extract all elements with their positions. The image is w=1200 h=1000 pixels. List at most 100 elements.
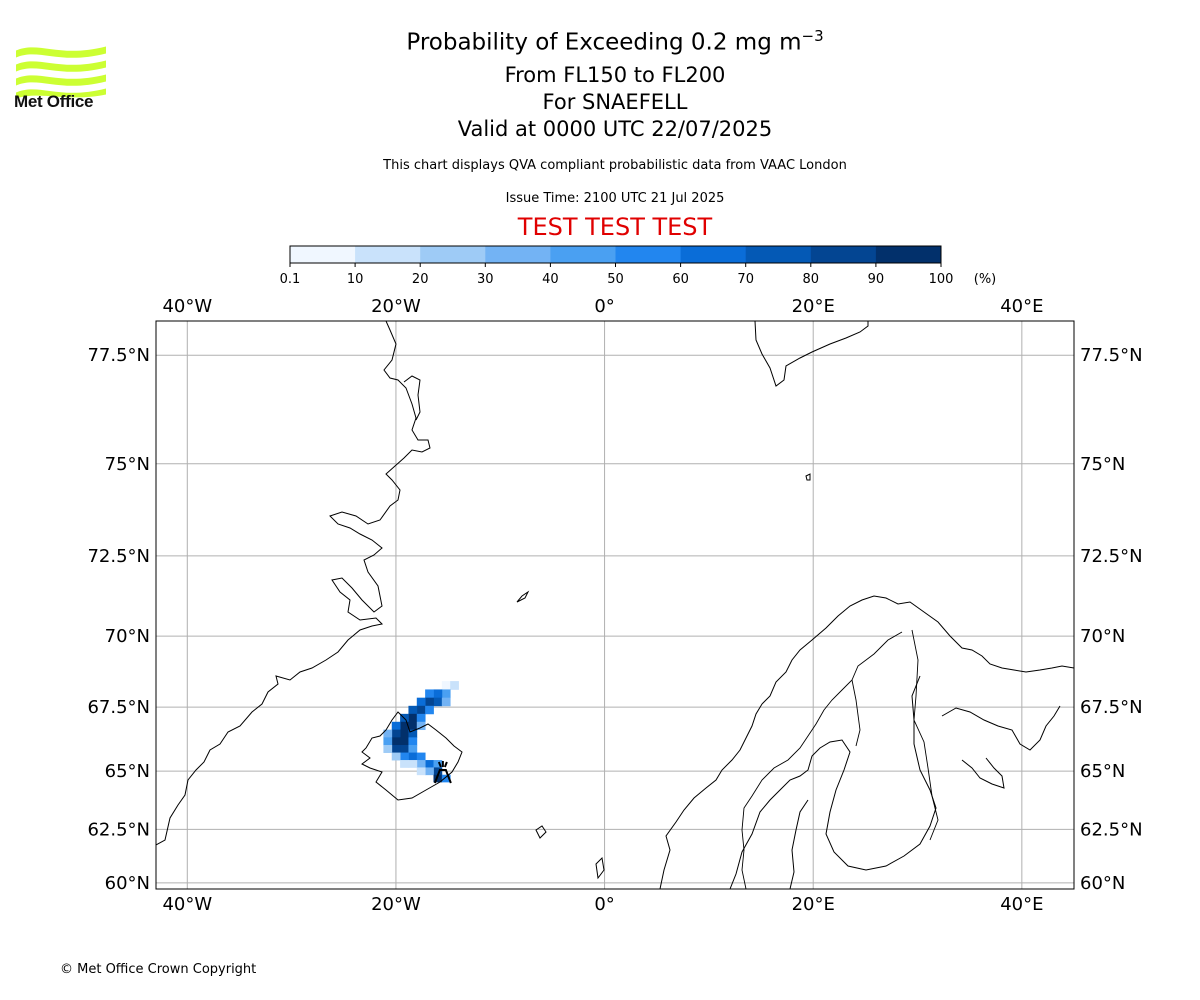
lat-label-right: 62.5°N: [1080, 819, 1143, 840]
probability-cell: [425, 760, 434, 768]
lat-label-right: 67.5°N: [1080, 697, 1143, 718]
lon-label-bottom: 40°W: [162, 894, 212, 915]
probability-cell: [441, 681, 451, 690]
volcano-icon: [433, 760, 452, 784]
chart-title-text: Probability of Exceeding 0.2 mg m: [406, 29, 802, 56]
chart-title: Probability of Exceeding 0.2 mg m−3: [0, 27, 1200, 56]
probability-cell: [416, 767, 426, 776]
probability-cell: [400, 745, 409, 753]
lat-label-left: 60°N: [105, 873, 150, 894]
graticule: [156, 321, 1074, 889]
colorbar-tick-label: 50: [607, 272, 624, 287]
probability-cell: [383, 745, 393, 753]
colorbar-tick-label: 60: [672, 272, 689, 287]
probability-cell: [400, 729, 409, 738]
probability-cell: [400, 760, 409, 768]
coastline-greenland-fjord: [403, 375, 421, 421]
border-finland-russia: [911, 629, 939, 841]
probability-cell: [425, 689, 434, 699]
coastline-kola: [961, 757, 1005, 789]
probability-cell: [425, 697, 434, 707]
colorbar-tick-label: 0.1: [280, 272, 301, 287]
lat-label-left: 62.5°N: [87, 819, 150, 840]
colorbar-bin: [745, 246, 812, 263]
lon-label-top: 20°E: [792, 296, 835, 317]
probability-cell: [408, 752, 418, 761]
colorbar-tick-label: 10: [347, 272, 364, 287]
colorbar-bin: [680, 246, 747, 263]
border-sweden-finland: [851, 679, 861, 747]
volcano-marker: [433, 760, 452, 784]
volcano-name: For SNAEFELL: [542, 90, 688, 114]
probability-cell: [391, 721, 401, 731]
colorbar-tick-label: 30: [477, 272, 494, 287]
lat-label-left: 72.5°N: [87, 546, 150, 567]
coastline-greenland: [156, 321, 431, 846]
colorbar-bin: [355, 246, 421, 263]
probability-cell: [408, 760, 418, 768]
met-office-waves-icon: [16, 46, 106, 99]
lat-label-left: 77.5°N: [87, 345, 150, 366]
probability-cell: [416, 713, 426, 723]
coastline-jan-mayen: [516, 590, 530, 603]
probability-cell: [408, 721, 418, 731]
colorbar-tick-label: 40: [542, 272, 559, 287]
probability-cell: [416, 705, 426, 715]
probability-cell: [400, 737, 409, 746]
probability-cell: [416, 697, 426, 707]
lat-label-right: 70°N: [1080, 626, 1125, 647]
probability-cell: [441, 774, 451, 783]
coastline-baltic: [789, 799, 809, 889]
probability-cell: [408, 729, 418, 738]
colorbar-bin: [485, 246, 551, 263]
logo-text: Met Office: [14, 92, 94, 111]
probability-cell: [408, 705, 418, 715]
axis-labels: 40°W 40°W 20°W 20°W 0° 0° 20°E 20°E 40°E 40°E 77.5…: [87, 296, 1142, 915]
lon-label-bottom: 20°E: [792, 894, 835, 915]
coastlines: [156, 321, 1074, 889]
probability-cell: [433, 697, 443, 707]
colorbar-bin: [420, 246, 486, 263]
map: 40°W 40°W 20°W 20°W 0° 0° 20°E 20°E 40°E 40°E 77.5…: [87, 296, 1142, 915]
lat-label-right: 60°N: [1080, 873, 1125, 894]
colorbar-tick-label: 100: [929, 272, 954, 287]
probability-cell: [441, 697, 451, 707]
colorbar-tick-label: 80: [803, 272, 820, 287]
colorbar-bin: [290, 246, 356, 263]
lon-label-top: 20°W: [371, 296, 421, 317]
probability-cell: [383, 729, 393, 738]
coastline-scandinavia: [659, 595, 1074, 889]
lon-label-top: 0°: [594, 296, 614, 317]
valid-time: Valid at 0000 UTC 22/07/2025: [457, 117, 773, 141]
probability-cell: [391, 737, 401, 746]
lon-label-bottom: 20°W: [371, 894, 421, 915]
lon-label-top: 40°W: [162, 296, 212, 317]
map-frame: [155, 320, 1075, 890]
coastline-svalbard: [754, 321, 869, 387]
probability-cell: [408, 745, 418, 753]
colorbar-bin: [810, 246, 877, 263]
lat-label-left: 67.5°N: [87, 697, 150, 718]
coastline-bear-island: [805, 473, 811, 481]
probability-cell: [450, 681, 459, 690]
chart-title-superscript: −3: [801, 27, 824, 45]
coastline-faroes: [535, 825, 547, 839]
colorbar: 0.1 10 20 30 40 50 60 70 80 90 100 (%): [280, 245, 996, 287]
probability-cell: [416, 721, 426, 731]
met-office-logo: [16, 46, 106, 99]
probability-cell: [433, 689, 443, 699]
probability-cell: [433, 760, 443, 768]
probability-cell: [391, 729, 401, 738]
probability-cell: [400, 721, 409, 731]
probability-cell: [408, 737, 418, 746]
probability-cell: [408, 713, 418, 723]
lat-label-left: 65°N: [105, 761, 150, 782]
colorbar-bin: [615, 246, 682, 263]
probability-cell: [383, 737, 393, 746]
probability-cell: [425, 705, 434, 715]
lat-label-left: 75°N: [105, 454, 150, 475]
lon-label-top: 40°E: [1000, 296, 1043, 317]
colorbar-tick-label: 70: [737, 272, 754, 287]
probability-cell: [433, 767, 443, 776]
test-banner: TEST TEST TEST: [517, 213, 713, 241]
